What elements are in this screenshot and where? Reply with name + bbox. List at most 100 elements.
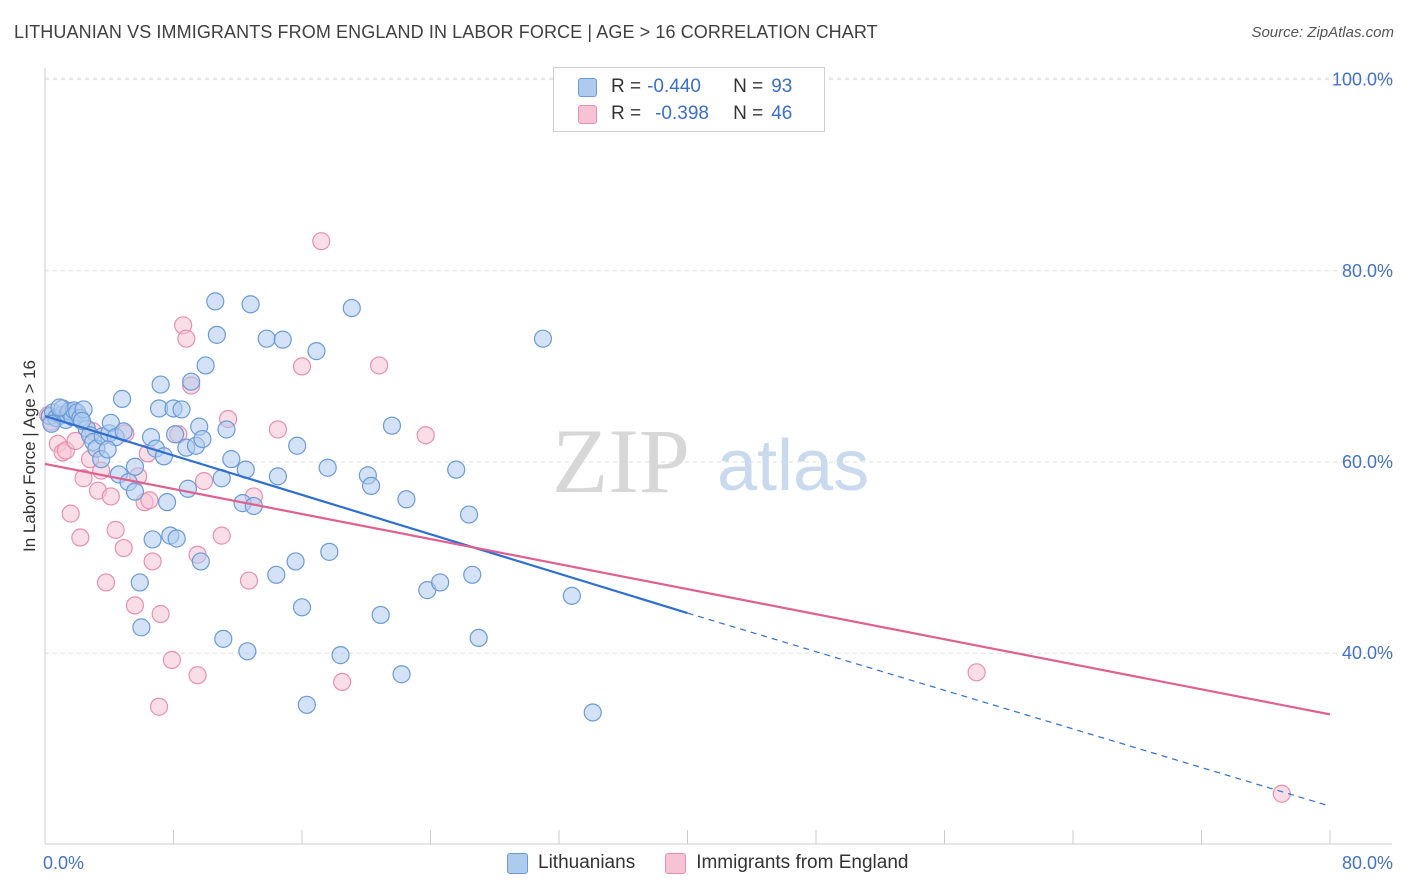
trend-lines <box>44 415 1331 807</box>
data-point-england <box>967 663 986 682</box>
legend-swatch-pink <box>578 104 597 124</box>
legend-r-label: R = <box>611 76 642 97</box>
data-point-lithuanian <box>157 493 177 512</box>
data-point-lithuanian <box>392 665 411 684</box>
data-point-england <box>333 672 352 691</box>
legend-item-immigrants-from-england[interactable]: Immigrants from England <box>665 852 908 874</box>
trend-line-lithuanians <box>44 415 688 615</box>
data-point-england <box>140 491 159 510</box>
source-note: Source: ZipAtlas.com <box>1251 24 1394 41</box>
data-point-lithuanian <box>292 598 312 617</box>
data-point-lithuanian <box>193 429 212 449</box>
legend-swatch-blue <box>578 77 597 97</box>
data-point-lithuanian <box>207 325 226 344</box>
tick-labels: 100.0% 80.0% 60.0% 40.0% 0.0% 80.0% <box>43 70 1393 873</box>
data-point-lithuanian <box>267 565 286 584</box>
data-point-lithuanian <box>196 356 215 375</box>
data-point-lithuanian <box>459 505 479 524</box>
data-point-lithuanian <box>191 552 210 571</box>
series-legend: Lithuanians Immigrants from England <box>507 852 938 874</box>
axes <box>44 68 1392 845</box>
chart-title: LITHUANIAN VS IMMIGRANTS FROM ENGLAND IN… <box>14 22 878 42</box>
data-point-england <box>268 420 288 439</box>
x-tick-label: 0.0% <box>43 853 84 873</box>
data-point-lithuanian <box>562 586 581 605</box>
data-point-lithuanian <box>98 440 117 459</box>
data-point-lithuanian <box>222 450 241 469</box>
data-point-england <box>149 697 169 716</box>
data-point-england <box>106 520 125 539</box>
data-point-england <box>292 357 312 376</box>
legend-row-lithuanians: R = -0.440 N = 93 <box>578 75 792 99</box>
legend-n-label: N = <box>733 103 764 124</box>
data-point-lithuanian <box>447 460 466 479</box>
legend-row-england: R = -0.398 N = 46 <box>578 102 792 126</box>
data-point-england <box>114 538 133 558</box>
y-tick-label: 80.0% <box>1342 261 1393 281</box>
legend-swatch-blue <box>507 852 528 874</box>
data-point-lithuanian <box>397 490 416 509</box>
data-point-lithuanian <box>167 529 186 548</box>
data-point-england <box>143 552 162 571</box>
legend-swatch-pink <box>665 852 687 874</box>
x-tick-label: 80.0% <box>1342 853 1393 873</box>
data-point-lithuanian <box>257 329 276 348</box>
data-point-lithuanian <box>178 479 198 498</box>
data-point-lithuanian <box>583 703 602 722</box>
data-point-lithuanian <box>469 628 488 648</box>
data-point-lithuanian <box>307 342 326 361</box>
data-point-lithuanian <box>166 425 185 444</box>
data-point-lithuanian <box>342 298 361 318</box>
data-point-england <box>162 650 181 669</box>
data-point-lithuanian <box>286 552 305 571</box>
data-point-england <box>61 504 80 523</box>
y-axis-label: In Labor Force | Age > 16 <box>20 360 39 552</box>
data-point-england <box>151 604 170 624</box>
data-point-lithuanian <box>132 618 151 637</box>
legend-item-lithuanians[interactable]: Lithuanians <box>507 852 635 874</box>
legend-r-label: R = <box>611 103 642 124</box>
data-point-england <box>188 666 207 685</box>
data-point-lithuanian <box>361 476 381 495</box>
data-point-lithuanian <box>206 292 225 311</box>
data-point-lithuanian <box>217 420 236 439</box>
trend-line-lithuanians-extension <box>687 612 1331 807</box>
legend-n-value: 93 <box>771 76 793 97</box>
data-point-lithuanian <box>130 573 149 592</box>
data-point-england <box>212 526 231 545</box>
data-point-lithuanian <box>182 372 201 391</box>
trend-line-england <box>44 462 1331 716</box>
legend-n-value: 46 <box>771 103 793 124</box>
legend-label: Lithuanians <box>538 852 636 873</box>
legend-n-label: N = <box>733 76 764 97</box>
data-point-england <box>1272 784 1291 803</box>
data-point-lithuanian <box>143 530 162 549</box>
data-point-lithuanian <box>125 482 145 501</box>
data-point-lithuanian <box>268 467 288 486</box>
data-point-lithuanian <box>273 330 292 349</box>
data-point-lithuanian <box>172 400 191 419</box>
data-point-lithuanian <box>238 642 257 661</box>
data-point-lithuanian <box>382 416 402 435</box>
data-point-lithuanian <box>331 646 350 665</box>
data-point-lithuanian <box>297 695 316 714</box>
data-point-england <box>74 469 93 488</box>
data-point-england <box>101 487 120 506</box>
correlation-legend: R = -0.440 N = 93 R = -0.398 N = 46 <box>553 67 825 132</box>
series-lithuanians <box>40 292 602 722</box>
data-point-england <box>416 426 435 445</box>
data-point-england <box>194 472 214 491</box>
data-point-lithuanian <box>125 457 145 476</box>
series-immigrants-from-england <box>39 232 1291 803</box>
data-point-england <box>96 573 116 592</box>
data-point-lithuanian <box>318 458 337 477</box>
data-point-lithuanian <box>241 295 260 314</box>
data-point-england <box>312 232 331 251</box>
data-point-lithuanian <box>320 542 339 561</box>
data-point-lithuanian <box>463 565 482 584</box>
legend-r-value: -0.398 <box>655 103 709 124</box>
data-point-lithuanian <box>214 629 233 648</box>
legend-label: Immigrants from England <box>696 852 909 873</box>
data-point-lithuanian <box>151 375 170 394</box>
